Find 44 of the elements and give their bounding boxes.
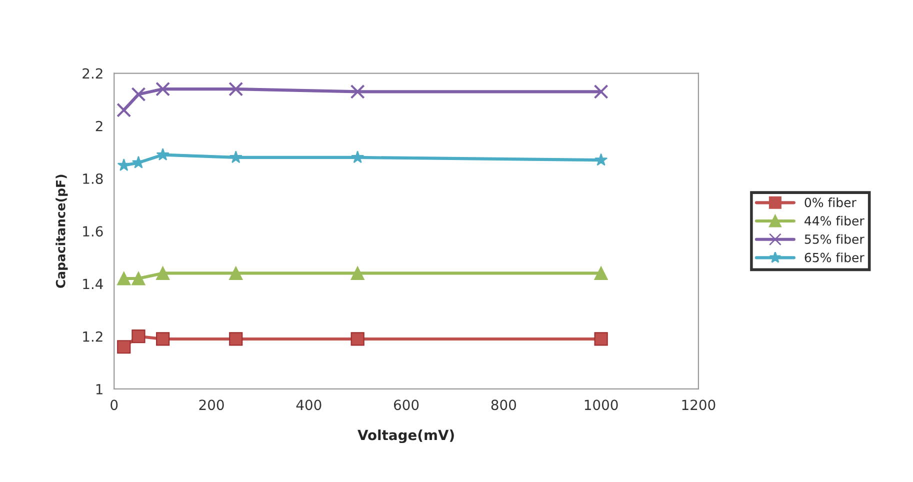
point xyxy=(116,102,132,118)
x-tick-label: 600 xyxy=(394,400,419,410)
point xyxy=(228,82,244,96)
point xyxy=(117,272,131,286)
point xyxy=(351,150,364,164)
point xyxy=(156,332,170,346)
point xyxy=(156,148,170,160)
y-tick-label: 1.6 xyxy=(83,226,103,237)
x-tick-label: 800 xyxy=(491,400,516,410)
point xyxy=(229,266,243,280)
x-tick-label: 0 xyxy=(110,400,118,410)
y-axis-title: Capacitance(pF) xyxy=(56,174,68,288)
point xyxy=(594,332,608,346)
point xyxy=(350,266,364,280)
x-tick-label: 200 xyxy=(199,400,224,410)
y-tick-label: 1.2 xyxy=(83,331,102,342)
point xyxy=(132,272,146,286)
point xyxy=(117,340,131,354)
point xyxy=(132,156,145,168)
x-tick-label: 400 xyxy=(296,400,322,410)
y-tick-label: 2 xyxy=(96,120,102,132)
x-tick-label: 1200 xyxy=(682,400,716,410)
point xyxy=(594,153,608,166)
point xyxy=(594,266,608,280)
point xyxy=(131,87,146,102)
y-tick-label: 1.8 xyxy=(83,173,103,184)
point xyxy=(350,332,364,346)
legend-label: 55% fiber xyxy=(804,234,864,244)
legend-label: 65% fiber xyxy=(804,252,864,262)
point xyxy=(156,82,170,96)
point xyxy=(117,158,130,171)
point xyxy=(156,266,170,280)
legend-label: 44% fiber xyxy=(804,216,864,226)
legend-label: 0% fiber xyxy=(804,198,856,208)
x-tick-label: 1000 xyxy=(584,400,618,410)
y-tick-label: 1 xyxy=(96,384,102,394)
point xyxy=(229,332,243,346)
point xyxy=(594,84,608,99)
point xyxy=(132,330,146,344)
x-axis-title: Voltage(mV) xyxy=(358,430,454,444)
y-tick-label: 1.4 xyxy=(83,278,103,290)
point xyxy=(229,150,242,164)
point xyxy=(350,84,365,99)
y-tick-label: 2.2 xyxy=(82,68,102,79)
